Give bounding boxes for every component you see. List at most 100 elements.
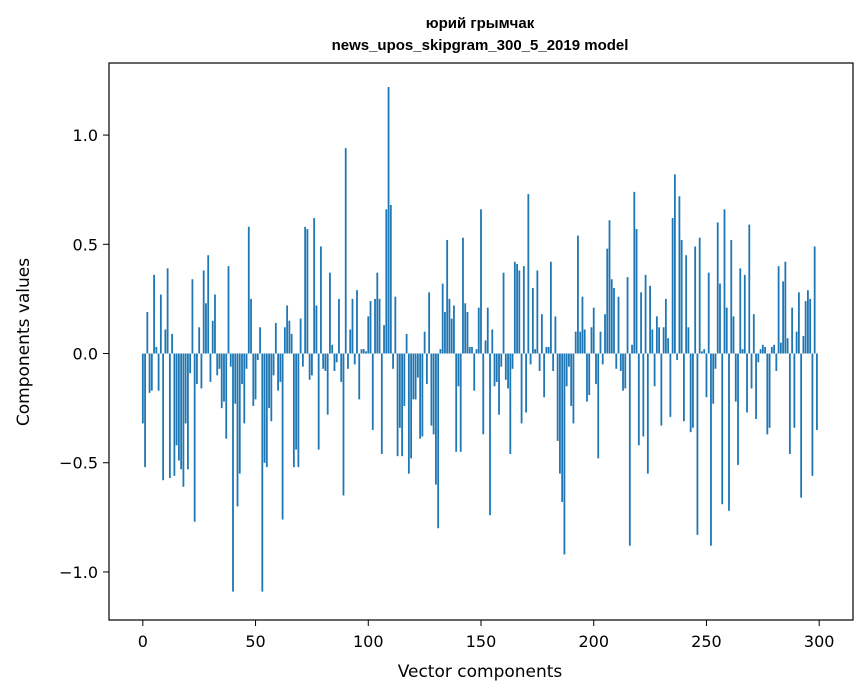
bar-component-249 [703,349,706,354]
bar-component-115 [401,353,403,457]
plot-frame [108,62,854,621]
bar-component-265 [739,268,742,354]
bar-component-270 [750,353,753,389]
bar-component-122 [416,353,419,378]
bar-component-241 [685,255,688,354]
bar-component-172 [529,353,532,365]
bar-component-42 [236,353,239,507]
bar-component-294 [804,301,807,354]
bar-component-100 [367,316,370,354]
bar-component-193 [577,235,579,354]
bar-component-245 [694,246,697,354]
bar-component-72 [304,226,307,354]
bar-component-154 [489,353,491,516]
bar-component-68 [295,353,298,450]
bar-component-16 [177,353,180,461]
bar-component-184 [556,353,559,441]
bar-component-124 [421,353,424,437]
bar-component-62 [281,353,284,520]
bar-component-81 [324,353,327,371]
bar-component-159 [500,353,503,367]
bar-component-53 [261,353,264,592]
y-tick-label: 0.5 [73,235,98,254]
bar-component-28 [205,303,207,354]
bar-component-91 [347,353,349,369]
bar-component-274 [759,349,762,354]
bar-component-176 [538,353,541,371]
bar-component-5 [153,274,155,354]
y-tick-label: 0.0 [73,345,98,364]
bar-component-246 [696,353,699,535]
bar-component-29 [207,255,210,354]
bar-component-12 [168,353,171,479]
bar-component-143 [464,303,467,354]
bar-component-70 [299,318,302,354]
bar-component-94 [353,353,356,365]
bar-component-269 [748,224,751,354]
bar-component-102 [371,353,374,430]
x-tick-label: 0 [138,632,148,651]
x-tick-label: 100 [353,632,384,651]
bar-component-212 [619,353,622,371]
bar-component-14 [173,353,176,476]
y-axis-label: Components values [14,258,34,426]
bar-component-126 [425,353,428,385]
bar-component-99 [365,351,367,354]
bar-component-87 [338,298,340,354]
bar-component-177 [540,314,543,354]
bar-component-41 [234,353,237,404]
bar-component-144 [466,312,469,354]
bar-component-260 [728,353,730,511]
bar-component-295 [807,290,809,354]
bar-component-92 [349,329,352,354]
bar-component-19 [184,353,187,424]
bar-component-57 [270,353,273,422]
bar-component-198 [588,353,591,396]
bar-component-189 [568,353,570,367]
bar-component-134 [444,312,446,354]
bar-component-194 [579,331,582,354]
bar-component-298 [813,246,816,354]
bar-component-296 [809,298,812,354]
bar-component-51 [256,353,259,361]
bar-component-214 [624,353,627,389]
bar-component-258 [723,209,726,354]
bar-component-127 [428,292,431,354]
y-tick-label: −1.0 [59,563,98,582]
bar-component-208 [610,279,613,354]
bar-component-218 [633,191,636,354]
bar-component-215 [626,277,629,354]
bar-component-26 [200,353,203,389]
bar-component-15 [175,353,178,446]
bar-component-37 [225,353,228,439]
bar-component-33 [216,353,219,376]
bar-component-21 [189,353,192,374]
bar-component-93 [351,298,354,354]
bar-component-24 [196,353,198,385]
bar-component-247 [698,237,701,354]
bar-component-283 [779,342,782,354]
bar-component-36 [223,353,225,402]
bar-component-275 [761,344,764,354]
bar-component-271 [752,314,755,354]
bar-component-290 [795,331,798,354]
bar-component-187 [563,353,566,555]
bar-component-232 [664,298,667,354]
bar-component-0 [141,353,144,424]
bar-component-199 [590,327,593,354]
bar-component-46 [245,353,248,369]
bar-component-116 [403,353,406,406]
y-axis-ticks: −1.0 −0.5 0.0 0.5 1.0 [59,126,109,582]
bar-component-7 [157,353,160,391]
bar-component-22 [191,279,194,354]
bar-component-213 [622,353,624,391]
bar-component-239 [680,239,683,354]
x-tick-label: 50 [245,632,265,651]
bar-component-210 [615,353,618,369]
bar-component-222 [642,353,645,437]
bar-component-8 [159,294,162,354]
bar-component-90 [344,148,347,354]
bar-component-147 [473,353,476,391]
bar-component-299 [816,353,818,430]
